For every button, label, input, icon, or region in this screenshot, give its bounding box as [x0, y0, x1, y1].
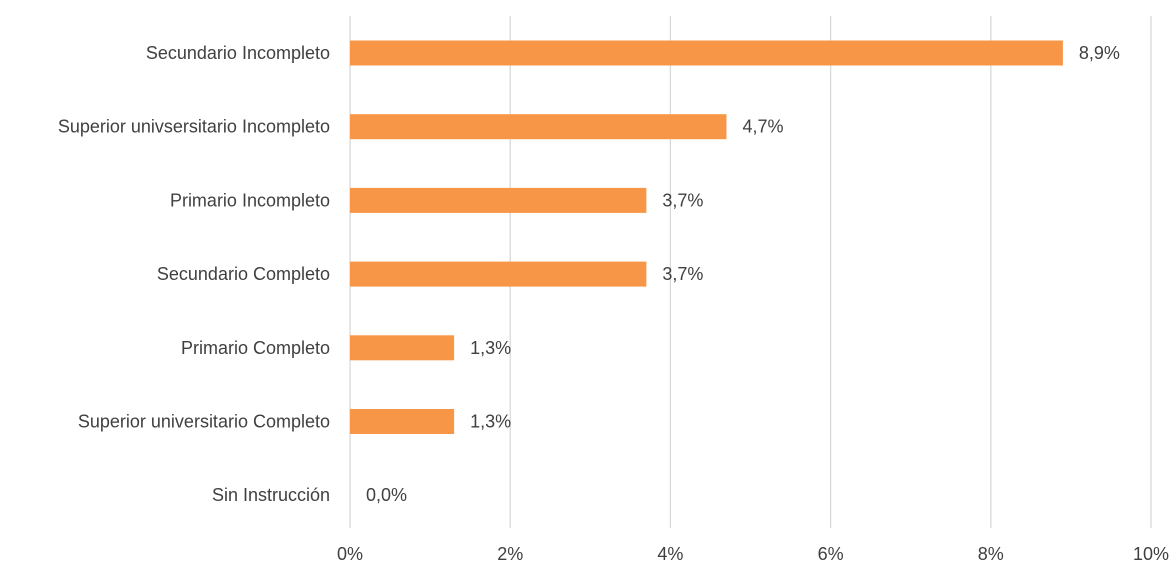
bars: [350, 40, 1063, 434]
x-tick-label: 10%: [1133, 544, 1169, 563]
x-tick-label: 2%: [497, 544, 523, 563]
data-label: 4,7%: [742, 117, 783, 137]
category-labels: Secundario Incompleto Superior univsersit…: [58, 43, 330, 505]
x-axis-tick-labels: 0% 2% 4% 6% 8% 10%: [337, 544, 1169, 563]
category-label: Sin Instrucción: [212, 485, 330, 505]
bar: [350, 40, 1063, 66]
data-label: 1,3%: [470, 412, 511, 432]
category-label: Secundario Incompleto: [146, 43, 330, 63]
data-labels: 8,9% 4,7% 3,7% 3,7% 1,3% 1,3% 0,0%: [366, 43, 1120, 505]
category-label: Secundario Completo: [157, 264, 330, 284]
x-tick-label: 4%: [657, 544, 683, 563]
gridlines: [349, 16, 1152, 528]
category-label: Primario Completo: [181, 338, 330, 358]
x-tick-label: 8%: [978, 544, 1004, 563]
bar: [350, 335, 455, 361]
data-label: 0,0%: [366, 485, 407, 505]
bar: [350, 261, 647, 287]
bar: [350, 409, 455, 434]
data-label: 3,7%: [662, 190, 703, 210]
x-tick-label: 0%: [337, 544, 363, 563]
data-label: 1,3%: [470, 338, 511, 358]
category-label: Superior universitario Completo: [78, 412, 330, 432]
category-label: Primario Incompleto: [170, 190, 330, 210]
category-label: Superior univsersitario Incompleto: [58, 117, 330, 137]
data-label: 8,9%: [1079, 43, 1120, 63]
x-tick-label: 6%: [818, 544, 844, 563]
data-label: 3,7%: [662, 264, 703, 284]
bar: [350, 187, 647, 213]
bar: [350, 114, 727, 140]
